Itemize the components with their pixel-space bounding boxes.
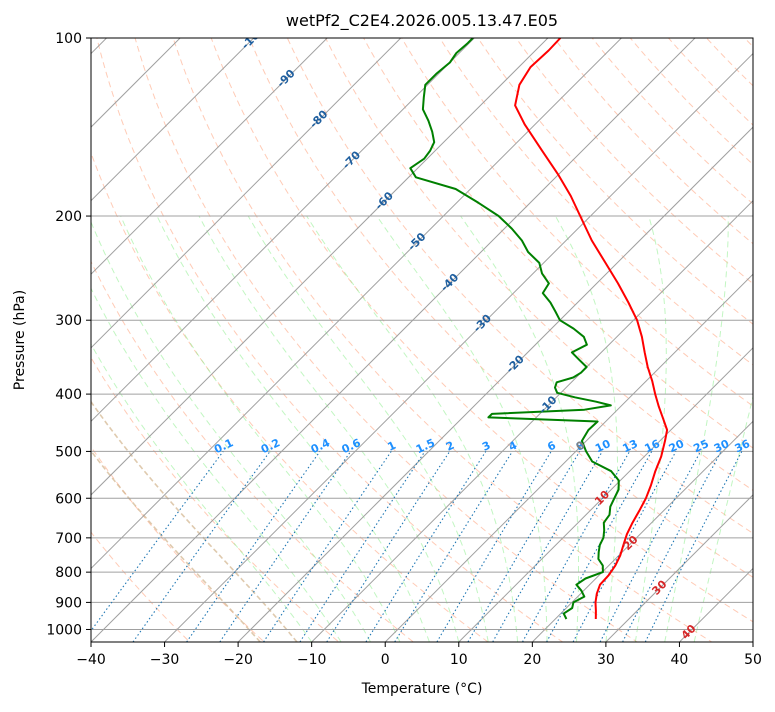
x-tick-label: 30 <box>597 652 615 668</box>
y-tick-label: 500 <box>55 444 82 460</box>
y-tick-label: 400 <box>55 387 82 403</box>
y-tick-label: 700 <box>55 531 82 547</box>
y-tick-label: 100 <box>55 31 82 47</box>
y-axis-label: Pressure (hPa) <box>12 290 28 390</box>
y-tick-label: 600 <box>55 491 82 507</box>
x-tick-label: 40 <box>671 652 689 668</box>
y-tick-label: 1000 <box>46 622 82 638</box>
chart-title: wetPf2_C2E4.2026.005.13.47.E05 <box>286 11 558 31</box>
x-axis-label: Temperature (°C) <box>361 681 483 697</box>
y-tick-label: 200 <box>55 209 82 225</box>
x-tick-label: −10 <box>297 652 327 668</box>
x-tick-label: 10 <box>450 652 468 668</box>
x-tick-label: −20 <box>223 652 253 668</box>
x-tick-label: 50 <box>744 652 762 668</box>
x-tick-label: 20 <box>523 652 541 668</box>
y-tick-label: 300 <box>55 313 82 329</box>
y-tick-label: 900 <box>55 595 82 611</box>
x-tick-label: −40 <box>76 652 106 668</box>
x-tick-label: 0 <box>381 652 390 668</box>
y-tick-label: 800 <box>55 565 82 581</box>
x-tick-label: −30 <box>150 652 180 668</box>
